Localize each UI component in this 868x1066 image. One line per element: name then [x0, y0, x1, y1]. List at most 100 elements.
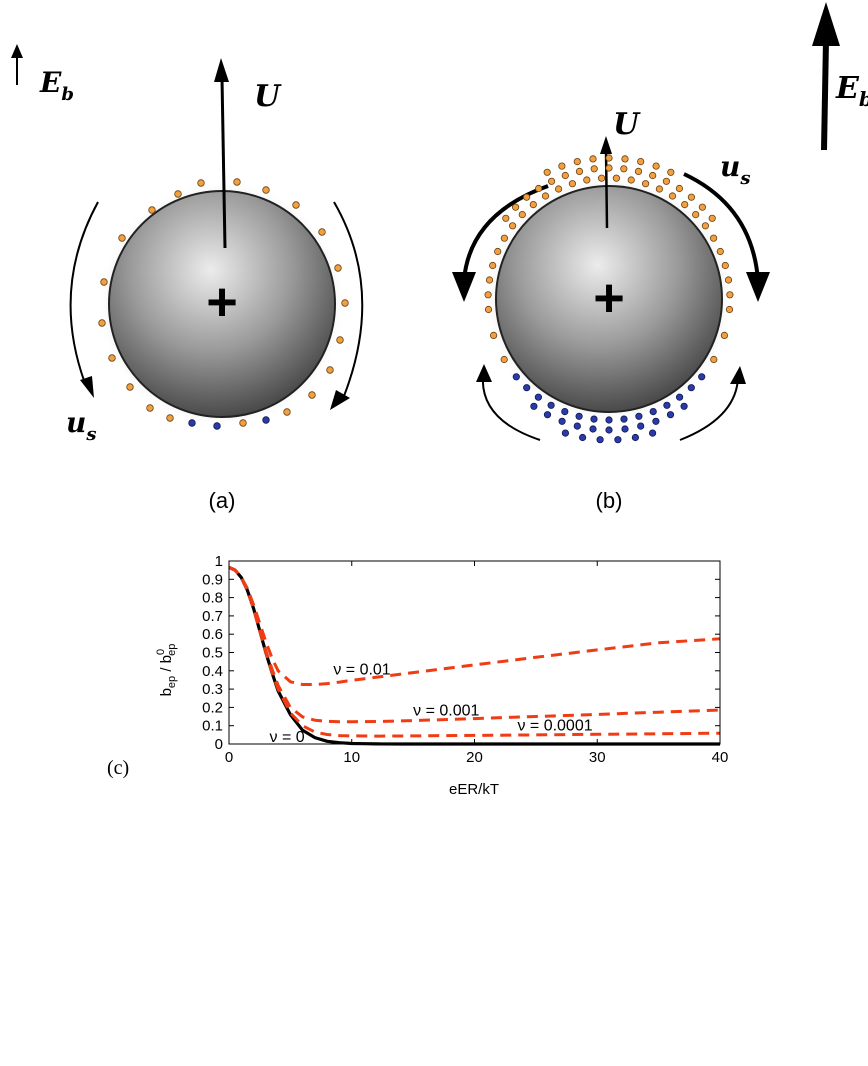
- coion: [605, 426, 613, 434]
- coion: [635, 412, 643, 420]
- x-tick-label: 10: [343, 749, 360, 766]
- coion: [573, 422, 581, 430]
- plot-frame: [228, 560, 721, 745]
- velocity-arrow-b: [600, 136, 612, 229]
- coion: [589, 425, 597, 433]
- series-annotation: ν = 0.01: [333, 661, 390, 678]
- coion: [558, 417, 566, 425]
- x-tick-label: 40: [712, 749, 729, 766]
- counterion: [554, 185, 563, 193]
- y-tick-label: 0.2: [202, 699, 223, 716]
- y-tick-label: 0.1: [202, 718, 223, 735]
- counterion: [605, 164, 613, 172]
- counterion: [662, 177, 671, 185]
- counterion: [612, 174, 621, 182]
- counterion: [726, 291, 734, 299]
- field-arrow-a: [11, 44, 23, 85]
- counterion: [575, 167, 584, 175]
- y-tick-label: 0.9: [202, 571, 223, 588]
- coion: [575, 412, 583, 420]
- coion: [620, 415, 628, 423]
- counterion: [709, 234, 718, 242]
- counterion: [541, 192, 550, 200]
- series-annotation: ν = 0: [270, 729, 305, 746]
- counterion: [529, 201, 537, 209]
- counterion: [637, 158, 645, 166]
- y-axis-label: bep / b0ep: [155, 644, 178, 697]
- counterion: [494, 247, 502, 256]
- panel-label-a: (a): [209, 488, 236, 513]
- coion: [561, 429, 570, 437]
- counterion: [508, 222, 517, 230]
- coion: [547, 401, 555, 409]
- counterion: [692, 211, 700, 219]
- panel-a: Eb + U us: [11, 44, 364, 513]
- panel-b: Eb + U us: [452, 2, 868, 513]
- panel-label-c: (c): [107, 757, 129, 779]
- counterion: [655, 185, 664, 193]
- counterion: [716, 247, 724, 256]
- field-symbol-b: Eb: [835, 71, 868, 111]
- counterion: [500, 355, 508, 364]
- counterion: [573, 158, 581, 166]
- slip-arrow-top-right-b: [683, 172, 770, 302]
- coions-a: [188, 416, 270, 430]
- counterion: [568, 180, 577, 188]
- coion: [648, 429, 657, 437]
- chart-ticks: 0 10 20 30 40 00.1 0.20.30.40.5 0.60.70.8 0.91: [202, 553, 728, 766]
- counterion: [668, 192, 677, 200]
- velocity-symbol-a: U: [254, 79, 282, 114]
- counterion: [675, 184, 684, 193]
- coion: [698, 373, 706, 381]
- counterion: [721, 261, 729, 270]
- counterion: [634, 167, 643, 175]
- field-arrow-b: [812, 2, 840, 151]
- counterion: [558, 162, 566, 170]
- counterion: [687, 193, 696, 201]
- slip-arrow-left-a: [69, 201, 99, 398]
- sphere-b: [495, 185, 723, 413]
- y-tick-label: 1: [215, 553, 223, 570]
- slip-arrow-bottom-right-b: [679, 366, 746, 441]
- coion: [530, 402, 538, 410]
- slip-symbol-b: us: [720, 150, 751, 189]
- coion: [621, 425, 629, 433]
- counterion: [484, 291, 492, 299]
- coion: [543, 411, 552, 419]
- coion: [596, 436, 604, 444]
- coion: [523, 384, 531, 392]
- sphere-a: [108, 190, 336, 418]
- counterion: [620, 165, 628, 173]
- counterion: [518, 211, 526, 219]
- counterion: [543, 168, 551, 176]
- coions-b: [512, 373, 706, 444]
- coion: [687, 384, 695, 392]
- counterion: [597, 174, 606, 182]
- slip-arrow-top-left-b: [452, 184, 549, 302]
- coion: [631, 433, 640, 442]
- coion: [649, 407, 657, 416]
- x-tick-label: 30: [589, 749, 606, 766]
- y-tick-label: 0.4: [202, 663, 223, 680]
- coion: [512, 373, 520, 381]
- counterion: [489, 331, 498, 339]
- counterion: [502, 214, 510, 222]
- coion: [561, 407, 569, 416]
- chart-series: [228, 565, 721, 746]
- y-tick-label: 0.7: [202, 608, 223, 625]
- counterion: [641, 180, 650, 188]
- counterion: [725, 305, 734, 314]
- coion: [652, 417, 660, 425]
- charge-sign-b: +: [593, 268, 625, 328]
- counterion: [724, 276, 733, 284]
- y-tick-label: 0.8: [202, 590, 223, 607]
- velocity-arrow-a: [214, 58, 229, 249]
- slip-arrow-right-a: [330, 201, 364, 410]
- counterion: [710, 355, 718, 364]
- counterion: [511, 203, 520, 211]
- y-tick-label: 0: [215, 736, 223, 753]
- counterion: [681, 201, 689, 209]
- y-tick-label: 0.6: [202, 626, 223, 643]
- slip-arrow-bottom-left-b: [476, 364, 541, 441]
